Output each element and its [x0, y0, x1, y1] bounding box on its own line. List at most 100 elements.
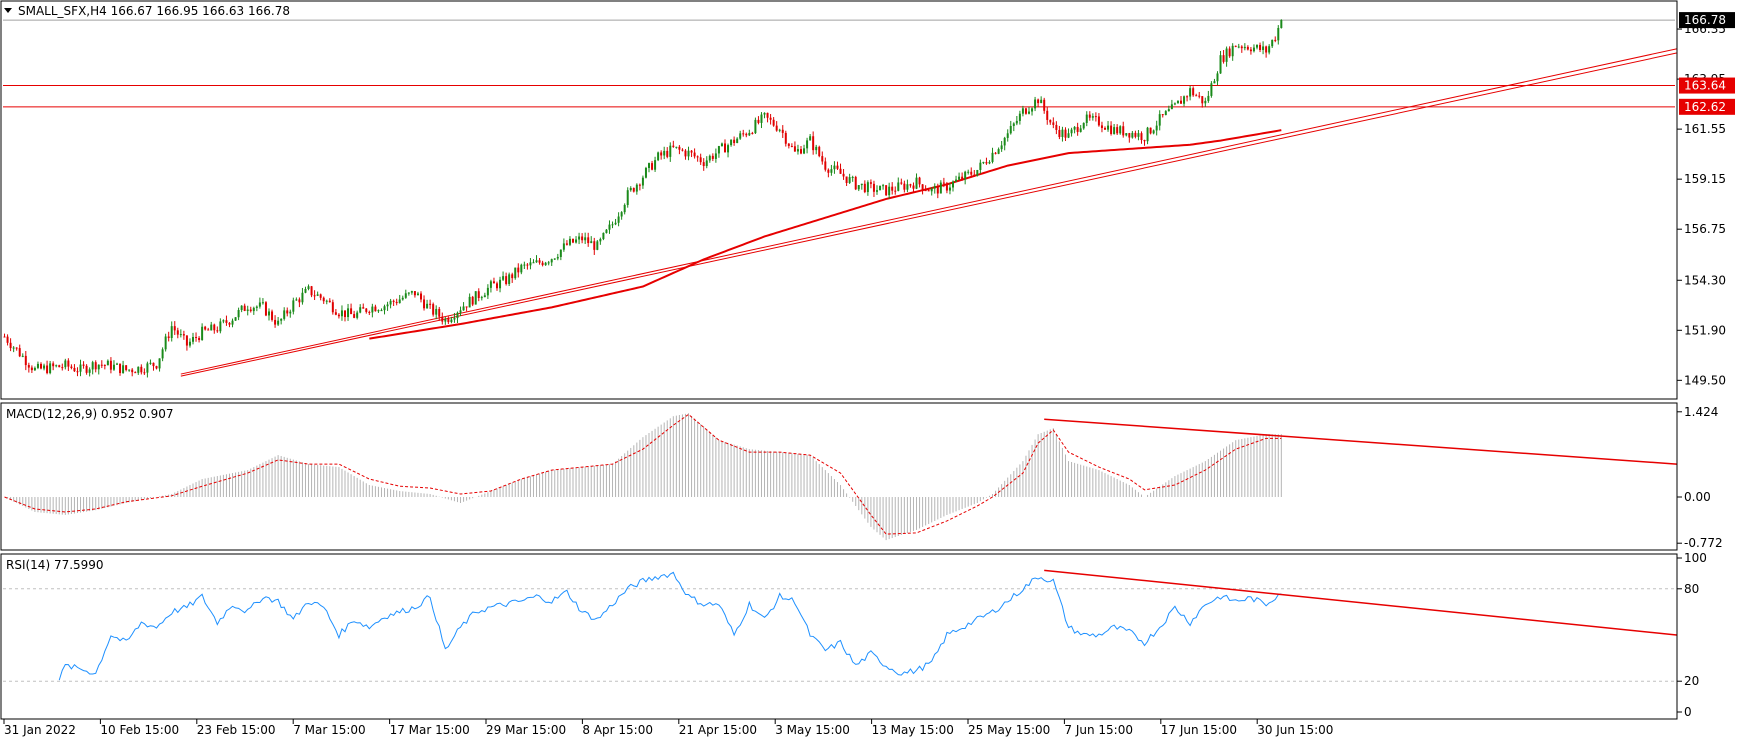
candle: [1040, 96, 1043, 104]
level-price-tag: 162.62: [1679, 98, 1735, 115]
candle: [106, 359, 109, 366]
candle: [413, 291, 416, 298]
candle: [663, 146, 666, 160]
trendline[interactable]: [180, 52, 1677, 377]
candle: [869, 179, 872, 189]
candle: [565, 240, 568, 246]
candle: [301, 287, 304, 305]
candle: [344, 310, 346, 322]
candle: [745, 132, 748, 138]
candle: [1137, 130, 1140, 141]
y-tick-label: 154.30: [1684, 273, 1726, 287]
trendline[interactable]: [180, 48, 1677, 375]
candle: [100, 360, 103, 369]
candle: [73, 364, 76, 372]
candle: [717, 145, 720, 158]
candle: [1161, 114, 1164, 118]
candle: [617, 212, 620, 227]
candle: [1028, 106, 1030, 115]
candle: [702, 158, 705, 171]
candle: [1052, 117, 1055, 129]
candle: [842, 168, 845, 180]
candle: [219, 318, 222, 334]
rsi-trendline[interactable]: [1044, 569, 1677, 636]
candle: [672, 140, 675, 148]
macd-trendline[interactable]: [1044, 418, 1677, 465]
candle: [499, 276, 502, 293]
svg-text:162.62: 162.62: [1684, 100, 1726, 114]
candle: [383, 304, 386, 315]
candle: [438, 306, 441, 321]
candle: [514, 267, 517, 280]
candle: [1195, 93, 1198, 97]
candle: [757, 116, 760, 125]
candle: [252, 306, 255, 315]
x-tick-label: 10 Feb 15:00: [100, 723, 179, 737]
candle: [994, 152, 997, 155]
candle: [192, 332, 194, 345]
macd-y-tick-label: -0.772: [1684, 536, 1723, 550]
candle: [952, 180, 954, 192]
candle: [648, 162, 650, 173]
candle: [486, 284, 489, 299]
candle: [733, 136, 736, 146]
candle: [371, 303, 374, 318]
candle: [903, 180, 906, 193]
candle: [6, 334, 9, 346]
candle: [1252, 44, 1255, 53]
candle: [283, 307, 286, 321]
candle: [848, 173, 851, 184]
candle: [91, 360, 94, 375]
candle: [657, 151, 660, 162]
candle: [1243, 43, 1246, 51]
candle: [924, 185, 927, 192]
y-tick-label: 159.15: [1684, 172, 1726, 186]
candle: [128, 369, 131, 372]
candle: [693, 148, 696, 159]
candle: [295, 297, 298, 301]
candle: [654, 156, 657, 172]
candle: [377, 309, 380, 313]
candle: [906, 179, 909, 193]
candle: [277, 317, 280, 327]
candle: [593, 237, 596, 255]
collapse-triangle-icon[interactable]: [4, 8, 12, 13]
candle: [1259, 42, 1262, 53]
main-header: SMALL_SFX,H4 166.67 166.95 166.63 166.78: [18, 4, 290, 18]
x-tick-label: 17 Jun 15:00: [1161, 723, 1237, 737]
candle: [727, 143, 730, 158]
candle: [9, 338, 12, 352]
candle: [1228, 46, 1231, 58]
x-tick-label: 17 Mar 15:00: [390, 723, 470, 737]
y-tick-label: 156.75: [1684, 222, 1726, 236]
candle: [502, 271, 505, 281]
candle: [97, 364, 100, 375]
candle: [933, 183, 936, 194]
candle: [720, 142, 723, 147]
candle: [286, 307, 289, 317]
candle: [392, 299, 395, 306]
candle: [827, 168, 830, 178]
candle: [812, 131, 815, 155]
x-tick-label: 21 Apr 15:00: [679, 723, 757, 737]
candle: [772, 117, 775, 127]
candle: [340, 305, 343, 321]
candle: [58, 364, 61, 368]
candle: [1094, 112, 1097, 122]
current-price-tag: 166.78: [1679, 12, 1735, 29]
candle: [918, 176, 921, 188]
x-tick-label: 8 Apr 15:00: [582, 723, 653, 737]
candle: [1240, 45, 1243, 53]
candle: [678, 145, 681, 155]
candle: [556, 253, 559, 261]
candle: [195, 332, 198, 342]
candle: [851, 175, 854, 182]
candle: [809, 134, 812, 141]
candle: [599, 237, 602, 245]
candle: [155, 365, 158, 370]
candle: [976, 169, 979, 177]
candle: [660, 150, 663, 160]
candle: [143, 368, 146, 375]
candle: [1055, 121, 1058, 135]
candle: [3, 333, 6, 338]
